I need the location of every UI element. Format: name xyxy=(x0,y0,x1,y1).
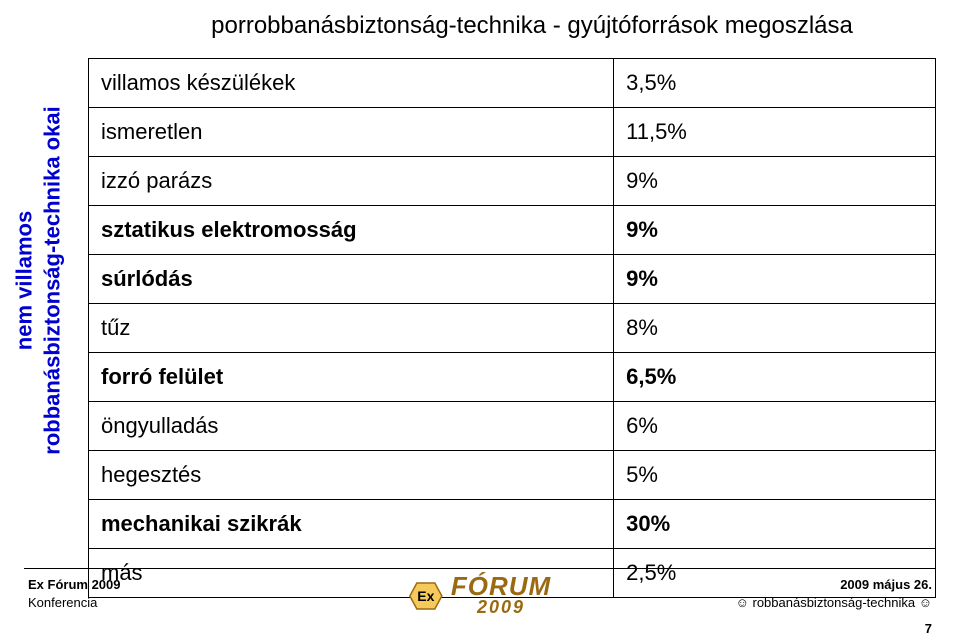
footer-right-line2: ☺ robbanásbiztonság-technika ☺ xyxy=(736,595,932,610)
row-label: villamos készülékek xyxy=(89,59,614,108)
row-value: 6,5% xyxy=(614,353,936,402)
table-row: tűz8% xyxy=(89,304,936,353)
table-row: izzó parázs9% xyxy=(89,157,936,206)
table-row: villamos készülékek3,5% xyxy=(89,59,936,108)
footer-left-line2: Konferencia xyxy=(28,595,97,610)
table-row: hegesztés5% xyxy=(89,451,936,500)
table-row: öngyulladás6% xyxy=(89,402,936,451)
table-row: ismeretlen11,5% xyxy=(89,108,936,157)
sidebar-line1: nem villamos xyxy=(12,210,37,349)
row-label: tűz xyxy=(89,304,614,353)
forum-text-block: FÓRUM 2009 xyxy=(451,574,551,618)
slide-title: porrobbanásbiztonság-technika - gyújtófo… xyxy=(88,12,936,40)
row-value: 3,5% xyxy=(614,59,936,108)
row-value: 5% xyxy=(614,451,936,500)
row-label: mechanikai szikrák xyxy=(89,500,614,549)
ignition-sources-table: villamos készülékek3,5%ismeretlen11,5%iz… xyxy=(88,58,936,598)
footer-right-line1: 2009 május 26. xyxy=(840,577,932,592)
row-value: 6% xyxy=(614,402,936,451)
page-number: 7 xyxy=(925,621,932,636)
row-value: 30% xyxy=(614,500,936,549)
table-row: mechanikai szikrák30% xyxy=(89,500,936,549)
row-label: forró felület xyxy=(89,353,614,402)
table-row: forró felület6,5% xyxy=(89,353,936,402)
row-label: súrlódás xyxy=(89,255,614,304)
row-label: öngyulladás xyxy=(89,402,614,451)
sidebar-text: nem villamos robbanásbiztonság-technika … xyxy=(11,106,66,454)
table-row: sztatikus elektromosság9% xyxy=(89,206,936,255)
ex-text: Ex xyxy=(417,588,434,604)
forum-year: 2009 xyxy=(477,597,525,618)
row-value: 9% xyxy=(614,157,936,206)
footer-left: Ex Fórum 2009 Konferencia xyxy=(28,576,121,611)
row-label: sztatikus elektromosság xyxy=(89,206,614,255)
footer-divider xyxy=(24,568,936,569)
forum-word: FÓRUM xyxy=(451,574,551,599)
row-value: 11,5% xyxy=(614,108,936,157)
sidebar-rotated-label: nem villamos robbanásbiztonság-technika … xyxy=(8,40,68,520)
row-label: izzó parázs xyxy=(89,157,614,206)
row-label: hegesztés xyxy=(89,451,614,500)
slide-page: nem villamos robbanásbiztonság-technika … xyxy=(0,0,960,642)
table-row: súrlódás9% xyxy=(89,255,936,304)
ex-hex-icon: Ex xyxy=(409,581,443,611)
slide-footer: Ex Fórum 2009 Konferencia Ex FÓRUM 2009 … xyxy=(0,568,960,642)
sidebar-line2: robbanásbiztonság-technika okai xyxy=(39,106,64,454)
footer-left-line1: Ex Fórum 2009 xyxy=(28,577,121,592)
footer-logo: Ex FÓRUM 2009 xyxy=(409,574,551,618)
row-value: 9% xyxy=(614,255,936,304)
row-label: ismeretlen xyxy=(89,108,614,157)
footer-right: 2009 május 26. ☺ robbanásbiztonság-techn… xyxy=(736,576,932,611)
row-value: 9% xyxy=(614,206,936,255)
row-value: 8% xyxy=(614,304,936,353)
content-area: porrobbanásbiztonság-technika - gyújtófo… xyxy=(88,12,936,562)
